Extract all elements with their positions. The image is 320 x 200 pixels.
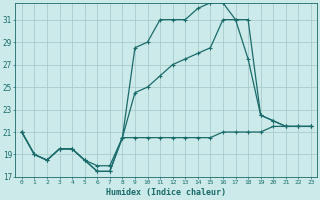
X-axis label: Humidex (Indice chaleur): Humidex (Indice chaleur): [106, 188, 226, 197]
